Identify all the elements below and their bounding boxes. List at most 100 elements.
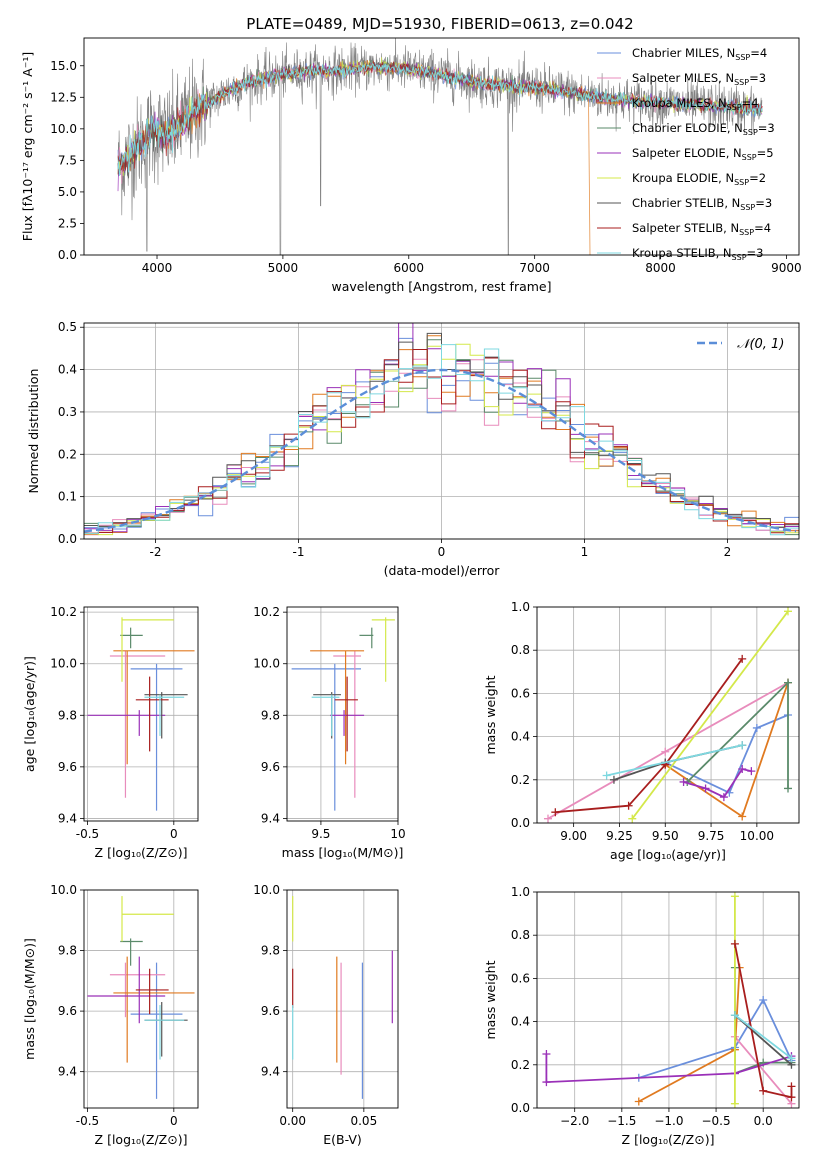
weight-marker [738, 812, 747, 821]
y-tick-label: 10.0 [50, 122, 77, 136]
weight-line-4 [545, 1054, 792, 1084]
x-axis-label: Z [log₁₀(Z/Z⊙)] [95, 845, 188, 860]
x-tick-label: 9.25 [606, 829, 633, 843]
weight-marker [787, 1054, 796, 1063]
legend-entry: Salpeter MILES, NSSP=3 [632, 71, 766, 87]
weight-marker [738, 765, 747, 773]
model-line-7 [117, 60, 763, 172]
x-tick-label: 0 [438, 545, 446, 559]
y-tick-label: 9.8 [58, 944, 77, 958]
histogram-8 [84, 344, 799, 536]
y-tick-label: 0.4 [58, 363, 77, 377]
weight-line-0 [664, 714, 789, 795]
x-tick-label: −0.5 [701, 1114, 730, 1128]
weight-marker [543, 814, 552, 823]
x-tick-label: -2 [150, 545, 162, 559]
axes-residuals: -2 -1 0 1 2 0.0 0.1 0.2 0.3 0.4 0.5 (data-model)/er… [26, 320, 800, 578]
weight-marker [624, 801, 633, 810]
axes-weight-vs-Z: −2.0 −1.5 −1.0 −0.5 0.0 0.0 0.2 0.4 0.6 0.8 1.0 Z [… [483, 885, 800, 1147]
y-tick-label: 9.4 [58, 1065, 77, 1079]
plot-area [292, 896, 393, 1099]
axes-age-vs-mass: 9.5 10 9.4 9.6 9.8 10.0 10.2 mass [log₁₀(M/M⊙)] [253, 605, 405, 860]
x-tick-label: 7000 [519, 261, 550, 275]
legend-entry: Kroupa ELODIE, NSSP=2 [632, 171, 766, 187]
y-tick-label: 1.0 [511, 600, 530, 614]
weight-line-2 [638, 967, 741, 1103]
legend-entry: Salpeter STELIB, NSSP=4 [632, 221, 771, 237]
normal-curve [84, 368, 797, 533]
y-tick-label: 10.0 [50, 883, 77, 897]
x-tick-label: 4000 [142, 261, 173, 275]
weight-line-5 [631, 610, 789, 820]
y-tick-label: 10.0 [253, 883, 280, 897]
y-tick-label: 0.8 [511, 643, 530, 657]
y-tick-label: 0.0 [58, 532, 77, 546]
y-tick-label: 9.8 [261, 944, 280, 958]
weight-marker [752, 723, 761, 732]
weight-marker [542, 1078, 551, 1087]
legend-entry: Kroupa MILES, NSSP=4 [632, 96, 758, 112]
weight-marker [730, 1011, 739, 1020]
weight-line-1 [547, 681, 789, 820]
axes-weight-vs-age: 9.00 9.25 9.50 9.75 10.00 0.0 0.2 0.4 0.6 0.8 1.0 a… [483, 600, 800, 862]
x-axis-label: E(B-V) [323, 1132, 362, 1147]
x-tick-label: -0.5 [76, 827, 99, 841]
x-tick-label: 10.00 [740, 829, 774, 843]
legend-entry: Chabrier STELIB, NSSP=3 [632, 196, 772, 212]
x-tick-label: 8000 [645, 261, 676, 275]
y-tick-label: 9.6 [58, 1004, 77, 1018]
weight-marker [679, 777, 688, 786]
axes-frame [83, 889, 199, 1109]
y-tick-label: 1.0 [511, 885, 530, 899]
y-tick-label: 0.6 [511, 971, 530, 985]
axes-frame [83, 37, 800, 256]
x-tick-label: 9.50 [652, 829, 679, 843]
weight-marker [759, 1086, 768, 1095]
y-tick-label: 9.4 [261, 811, 280, 825]
y-tick-label: 0.4 [511, 730, 530, 744]
plot-area [542, 892, 796, 1108]
weight-marker [784, 678, 793, 687]
legend-entry: Chabrier ELODIE, NSSP=3 [632, 121, 775, 137]
axes-mass-vs-ebv: 0.00 0.05 9.4 9.6 9.8 10.0 E(B-V) [253, 883, 399, 1147]
plot-area [84, 323, 799, 536]
y-tick-label: 10.0 [50, 657, 77, 671]
y-tick-label: 0.6 [511, 686, 530, 700]
y-tick-label: 0.2 [58, 447, 77, 461]
weight-marker [787, 1082, 796, 1091]
weight-marker [542, 1050, 551, 1058]
y-tick-label: 0.3 [58, 405, 77, 419]
x-tick-label: 9.5 [311, 827, 330, 841]
y-tick-label: 0.1 [58, 490, 77, 504]
y-tick-label: 9.6 [58, 760, 77, 774]
axes-frame [286, 889, 399, 1109]
x-axis-label: Z [log₁₀(Z/Z⊙)] [95, 1132, 188, 1147]
x-tick-label: -1 [293, 545, 305, 559]
weight-marker [551, 808, 560, 817]
weight-line-8 [734, 1014, 793, 1060]
plot-area [543, 607, 793, 823]
x-tick-label: −1.0 [654, 1114, 683, 1128]
y-axis-label: Flux [fλ10⁻¹⁷ erg cm⁻² s⁻¹ A⁻¹] [20, 52, 35, 241]
y-tick-label: 5.0 [58, 185, 77, 199]
axes-frame [83, 322, 800, 540]
figure-title: PLATE=0489, MJD=51930, FIBERID=0613, z=0… [246, 15, 633, 33]
y-tick-label: 9.6 [261, 1004, 280, 1018]
y-tick-label: 9.6 [261, 760, 280, 774]
y-tick-label: 9.4 [58, 811, 77, 825]
x-tick-label: 0.00 [279, 1114, 306, 1128]
x-tick-label: -0.5 [76, 1114, 99, 1128]
y-tick-label: 12.5 [50, 90, 77, 104]
weight-marker [609, 775, 618, 784]
axes-frame [536, 606, 800, 824]
legend-entry: Salpeter ELODIE, NSSP=5 [632, 146, 774, 162]
model-line-8 [117, 62, 763, 176]
y-tick-label: 0.0 [511, 816, 530, 830]
y-tick-label: 2.5 [58, 216, 77, 230]
weight-marker [730, 892, 739, 901]
weight-marker [738, 654, 747, 663]
x-axis-label: age [log₁₀(age/yr)] [610, 847, 726, 862]
weight-line-1 [734, 1036, 793, 1105]
y-tick-label: 0.2 [511, 773, 530, 787]
